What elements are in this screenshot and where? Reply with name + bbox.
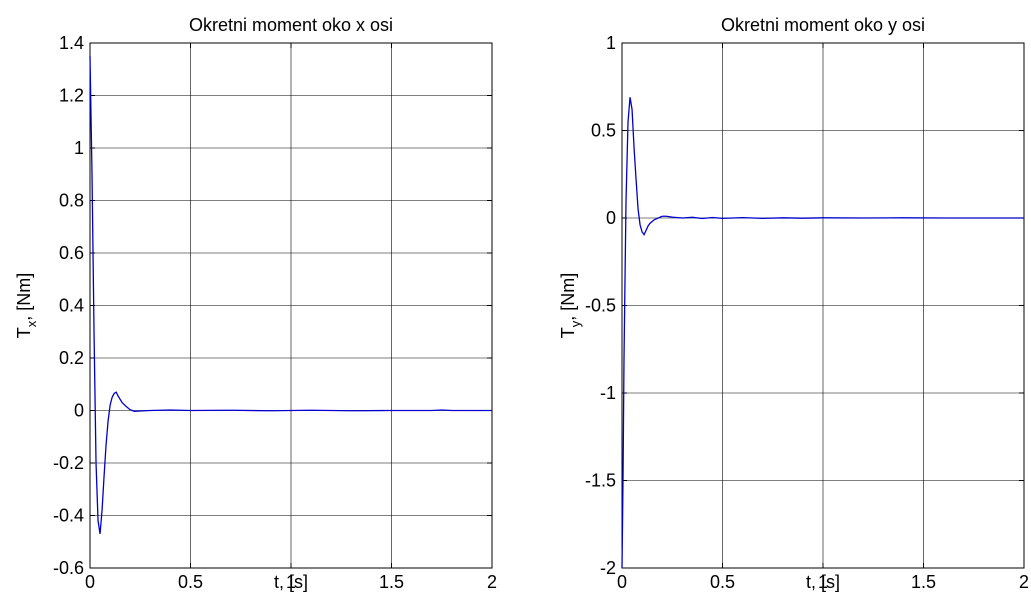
chart-x-ytick-label: 1.4 xyxy=(59,33,84,53)
chart-y-ytick-label: 1 xyxy=(606,33,616,53)
chart-x-series-line xyxy=(89,56,492,534)
chart-x-ytick-label: 0.2 xyxy=(59,348,84,368)
chart-y-ytick-label: -1.5 xyxy=(585,471,616,491)
chart-y-title: Okretni moment oko y osi xyxy=(721,15,925,35)
chart-x-plot: 0 0.5 1 1.5 2 -0.6 -0.4 -0.2 0 0.2 0.4 0.6 0.8 1 1.2 1.… xyxy=(14,15,497,592)
chart-x-xtick-label: 1 xyxy=(286,572,296,592)
chart-x-ylabel-rest: , [Nm] xyxy=(14,273,34,321)
chart-x-ytick-label: 0.6 xyxy=(59,243,84,263)
chart-x-ytick-label: -0.4 xyxy=(53,506,84,526)
chart-y-xtick-label: 1 xyxy=(818,572,828,592)
chart-y-xtick-label: 1.5 xyxy=(911,572,936,592)
chart-x-ytick-label: 0 xyxy=(74,401,84,421)
chart-x-xlabel: t, [s] xyxy=(274,572,308,592)
chart-x-ylabel-main: T xyxy=(14,327,34,338)
chart-x-xtick-label: 2 xyxy=(487,572,497,592)
chart-y-series-line xyxy=(621,97,1024,569)
chart-y-ylabel-sub: y xyxy=(568,320,583,327)
chart-y-ylabel: Ty, [Nm] xyxy=(558,273,583,339)
chart-y-ytick-label: 0.5 xyxy=(591,121,616,141)
chart-x-ytick-label: 0.8 xyxy=(59,191,84,211)
chart-x-ytick-label: 1.2 xyxy=(59,86,84,106)
chart-x-title: Okretni moment oko x osi xyxy=(189,15,393,35)
chart-x-ylabel-sub: x xyxy=(24,320,39,327)
chart-y-xtick-label: 0 xyxy=(617,572,627,592)
chart-y-ytick-label: -0.5 xyxy=(585,296,616,316)
chart-y-plot: 0 0.5 1 1.5 2 -2 -1.5 -1 -0.5 0 0.5 1 Okretni moment… xyxy=(558,15,1029,592)
chart-y-xtick-label: 0.5 xyxy=(710,572,735,592)
chart-y-ylabel-main: T xyxy=(558,327,578,338)
chart-x-ytick-label: 0.4 xyxy=(59,296,84,316)
chart-x-ytick-label: 1 xyxy=(74,138,84,158)
chart-y-ytick-label: -1 xyxy=(600,383,616,403)
chart-x-ylabel: Tx, [Nm] xyxy=(14,273,39,339)
chart-y-ylabel-rest: , [Nm] xyxy=(558,273,578,321)
chart-x-xtick-label: 1.5 xyxy=(379,572,404,592)
chart-x-ytick-label: -0.2 xyxy=(53,453,84,473)
chart-y-xlabel: t, [s] xyxy=(806,572,840,592)
chart-y-ytick-label: -2 xyxy=(600,558,616,578)
chart-y-xtick-label: 2 xyxy=(1019,572,1029,592)
chart-x-xtick-label: 0 xyxy=(85,572,95,592)
chart-x-ytick-label: -0.6 xyxy=(53,558,84,578)
chart-y-ytick-label: 0 xyxy=(606,208,616,228)
chart-x-xtick-label: 0.5 xyxy=(178,572,203,592)
